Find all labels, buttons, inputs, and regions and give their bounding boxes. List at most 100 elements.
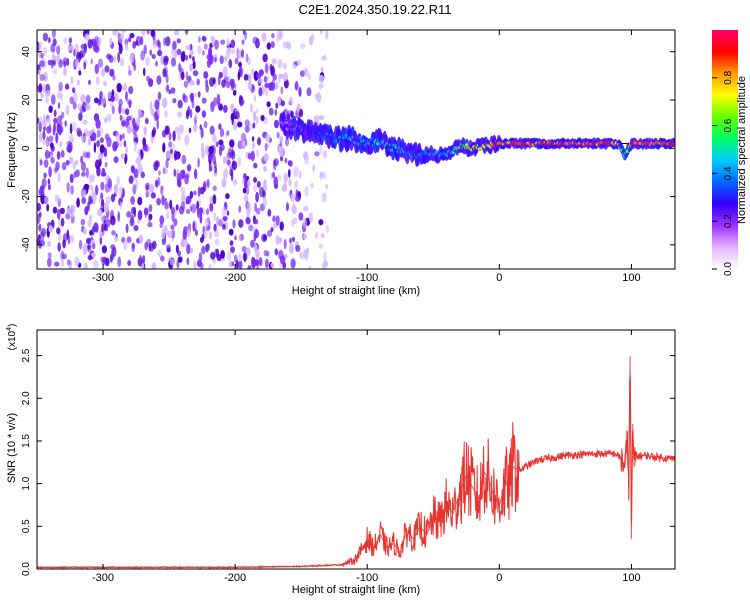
snr-frame (36, 329, 676, 570)
spectrogram-noise-cell (63, 36, 68, 45)
spectrogram-noise-cell (47, 178, 51, 185)
spectrogram-noise-cell (193, 260, 197, 269)
spectrogram-noise-cell (263, 234, 268, 242)
spectrogram-noise-cell (186, 209, 190, 214)
spectrogram-noise-cell (220, 39, 226, 45)
spectrogram-noise-cell (217, 75, 221, 86)
spectrogram-noise-cell (294, 195, 301, 202)
spectrogram-noise-cell (80, 218, 86, 226)
spectrogram-noise-cell (148, 204, 153, 213)
spectrogram-noise-cell (112, 30, 116, 36)
spectrogram-noise-cell (275, 102, 279, 109)
spectrogram-noise-cell (268, 82, 274, 91)
spectrogram-noise-cell (160, 55, 164, 66)
spectrogram-noise-cell (203, 71, 209, 79)
snr-marks (37, 355, 675, 569)
spectrogram-noise-cell (223, 104, 228, 113)
spectrogram-noise-cell (318, 84, 323, 90)
spectrogram-noise-cell (67, 207, 72, 215)
spectrogram-noise-cell (88, 79, 91, 85)
spectrogram-noise-cell (184, 134, 190, 146)
spectrogram-noise-cell (299, 170, 302, 179)
spectrogram-noise-cell (240, 132, 247, 142)
spectrogram-noise-cell (166, 152, 170, 158)
spectrogram-noise-cell (61, 258, 64, 268)
spectrogram-noise-cell (190, 203, 197, 214)
spectrogram-noise-cell (284, 157, 288, 164)
spectrogram-noise-cell (103, 220, 107, 231)
spectrogram-noise-cell (291, 219, 295, 228)
spectrogram-noise-cell (144, 241, 149, 251)
spectrogram-noise-cell (182, 93, 186, 102)
spectrogram-noise-cell (189, 63, 194, 72)
spectrogram-noise-cell (123, 140, 127, 148)
x-tick-label: -200 (224, 272, 246, 284)
spectrogram-noise-cell (270, 41, 275, 49)
spectrogram-noise-cell (275, 215, 280, 226)
colorbar-axes: 0.0 0.2 0.4 0.6 0.8 (712, 70, 734, 276)
x-tick-label: -300 (92, 572, 114, 584)
spectrogram-noise-cell (72, 101, 77, 110)
spectrogram-noise-cell (137, 163, 143, 174)
spectrogram-noise-cell (125, 223, 129, 234)
spectrogram-noise-cell (60, 217, 65, 227)
spectrogram-noise-cell (100, 181, 105, 191)
spectrogram-noise-cell (189, 190, 194, 199)
spectrogram-noise-cell (256, 108, 259, 114)
spectrogram-noise-cell (212, 133, 217, 143)
y-tick-label: 1.0 (21, 476, 32, 490)
spectrogram-noise-cell (59, 207, 65, 215)
spectrogram-noise-cell (42, 139, 47, 145)
spectrogram-noise-cell (250, 239, 255, 248)
spectrogram-noise-cell (172, 98, 177, 104)
spectrogram-noise-cell (226, 210, 230, 216)
spectrogram-noise-cell (48, 135, 54, 143)
spectrogram-noise-cell (254, 202, 257, 212)
spectrogram-noise-cell (71, 205, 76, 214)
spectrogram-noise-cell (44, 196, 50, 204)
spectrogram-noise-cell (127, 260, 132, 266)
spectrogram-noise-cell (68, 37, 73, 44)
spectrogram-noise-cell (285, 138, 290, 147)
spectrogram-noise-cell (94, 35, 99, 47)
colorbar-tick-label: 0.0 (723, 262, 734, 276)
spectrogram-noise-cell (282, 41, 288, 49)
spectrogram-noise-cell (248, 123, 253, 131)
spectrogram-noise-cell (218, 139, 224, 146)
spectrogram-noise-cell (253, 218, 259, 225)
y-tick-label: 1.5 (21, 434, 32, 448)
spectrogram-noise-cell (153, 111, 159, 122)
spectrogram-noise-cell (199, 213, 203, 224)
spectrogram-noise-cell (68, 156, 74, 164)
snr-scale-exponent: 4 (6, 327, 13, 331)
spectrogram-noise-cell (67, 44, 71, 52)
spectrogram-noise-cell (149, 242, 155, 252)
spectrogram-noise-cell (256, 264, 259, 269)
spectrogram-noise-cell (225, 193, 230, 200)
spectrogram-noise-cell (266, 75, 270, 82)
spectrogram-noise-cell (252, 36, 259, 45)
spectrogram-noise-cell (294, 179, 299, 190)
spectrogram-noise-cell (165, 36, 171, 47)
spectrogram-noise-cell (115, 131, 120, 142)
spectrogram-noise-cell (263, 249, 268, 257)
spectrogram-noise-cell (173, 48, 178, 59)
spectrogram-noise-cell (38, 122, 42, 133)
spectrogram-noise-cell (212, 194, 217, 205)
spectrogram-noise-cell (51, 30, 56, 39)
spectrogram-noise-cell (189, 80, 195, 86)
spectrogram-noise-cell (265, 62, 269, 74)
spectrogram-noise-cell (237, 140, 244, 150)
spectrogram-noise-cell (77, 103, 82, 111)
spectrogram-noise-cell (320, 66, 324, 73)
spectrogram-noise-cell (276, 131, 280, 139)
spectrogram-noise-cell (243, 252, 247, 263)
spectrogram-noise-cell (180, 186, 185, 195)
spectrogram-noise-cell (157, 249, 162, 258)
spectrogram-noise-cell (272, 73, 277, 81)
spectrogram-noise-cell (113, 55, 117, 63)
spectrogram-noise-cell (93, 97, 99, 104)
spectrogram-noise-cell (290, 258, 296, 269)
snr-axes: -300 -200 -100 0 100 0.0 0.5 1.0 1.5 2.0 2.5 (21, 330, 675, 584)
spectrogram-noise-cell (134, 141, 137, 152)
